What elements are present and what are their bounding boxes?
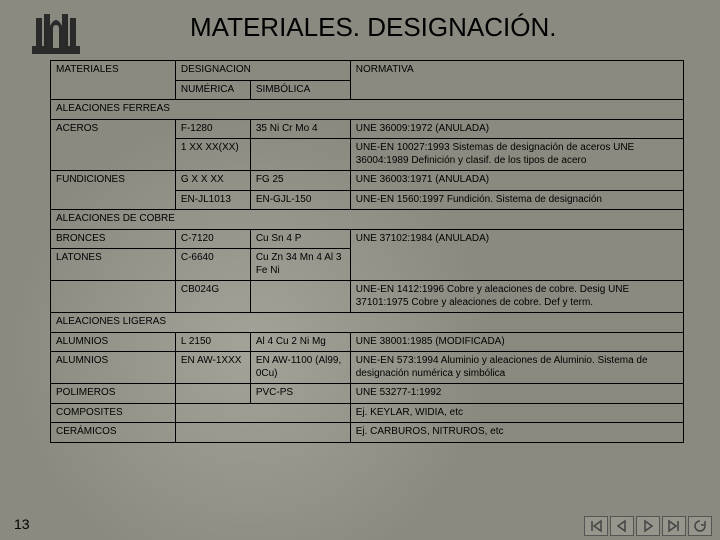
section-ferreas: ALEACIONES FERREAS <box>51 100 684 120</box>
nav-prev-button[interactable] <box>610 516 634 536</box>
table-row: CERÁMICOS Ej. CARBUROS, NITRUROS, etc <box>51 423 684 443</box>
nav-last-button[interactable] <box>662 516 686 536</box>
page-title: MATERIALES. DESIGNACIÓN. <box>190 12 556 43</box>
materials-table: MATERIALES DESIGNACION NORMATIVA NUMÉRIC… <box>50 60 684 443</box>
section-cobre: ALEACIONES DE COBRE <box>51 210 684 230</box>
page-number: 13 <box>14 516 30 532</box>
logo <box>24 6 88 62</box>
table-header-row: MATERIALES DESIGNACION NORMATIVA <box>51 61 684 81</box>
nav-first-button[interactable] <box>584 516 608 536</box>
table-row: CB024G UNE-EN 1412:1996 Cobre y aleacion… <box>51 281 684 313</box>
table-row: COMPOSITES Ej. KEYLAR, WIDIA, etc <box>51 403 684 423</box>
table-row: ACEROS F-1280 35 Ni Cr Mo 4 UNE 36009:19… <box>51 119 684 139</box>
nav-bar <box>584 516 712 536</box>
table-row: FUNDICIONES G X X XX FG 25 UNE 36003:197… <box>51 171 684 191</box>
header-normativa: NORMATIVA <box>350 61 683 100</box>
table-row: POLIMEROS PVC-PS UNE 53277-1:1992 <box>51 384 684 404</box>
table-row: ALUMNIOS EN AW-1XXX EN AW-1100 (Al99, 0C… <box>51 352 684 384</box>
section-ligeras: ALEACIONES LIGERAS <box>51 313 684 333</box>
header-simbolica: SIMBÓLICA <box>250 80 350 100</box>
header-numerica: NUMÉRICA <box>175 80 250 100</box>
header-materiales: MATERIALES <box>51 61 176 100</box>
nav-refresh-button[interactable] <box>688 516 712 536</box>
nav-next-button[interactable] <box>636 516 660 536</box>
header-designacion: DESIGNACION <box>175 61 350 81</box>
table-row: BRONCES C-7120 Cu Sn 4 P UNE 37102:1984 … <box>51 229 684 249</box>
table-row: ALUMNIOS L 2150 Al 4 Cu 2 Ni Mg UNE 3800… <box>51 332 684 352</box>
